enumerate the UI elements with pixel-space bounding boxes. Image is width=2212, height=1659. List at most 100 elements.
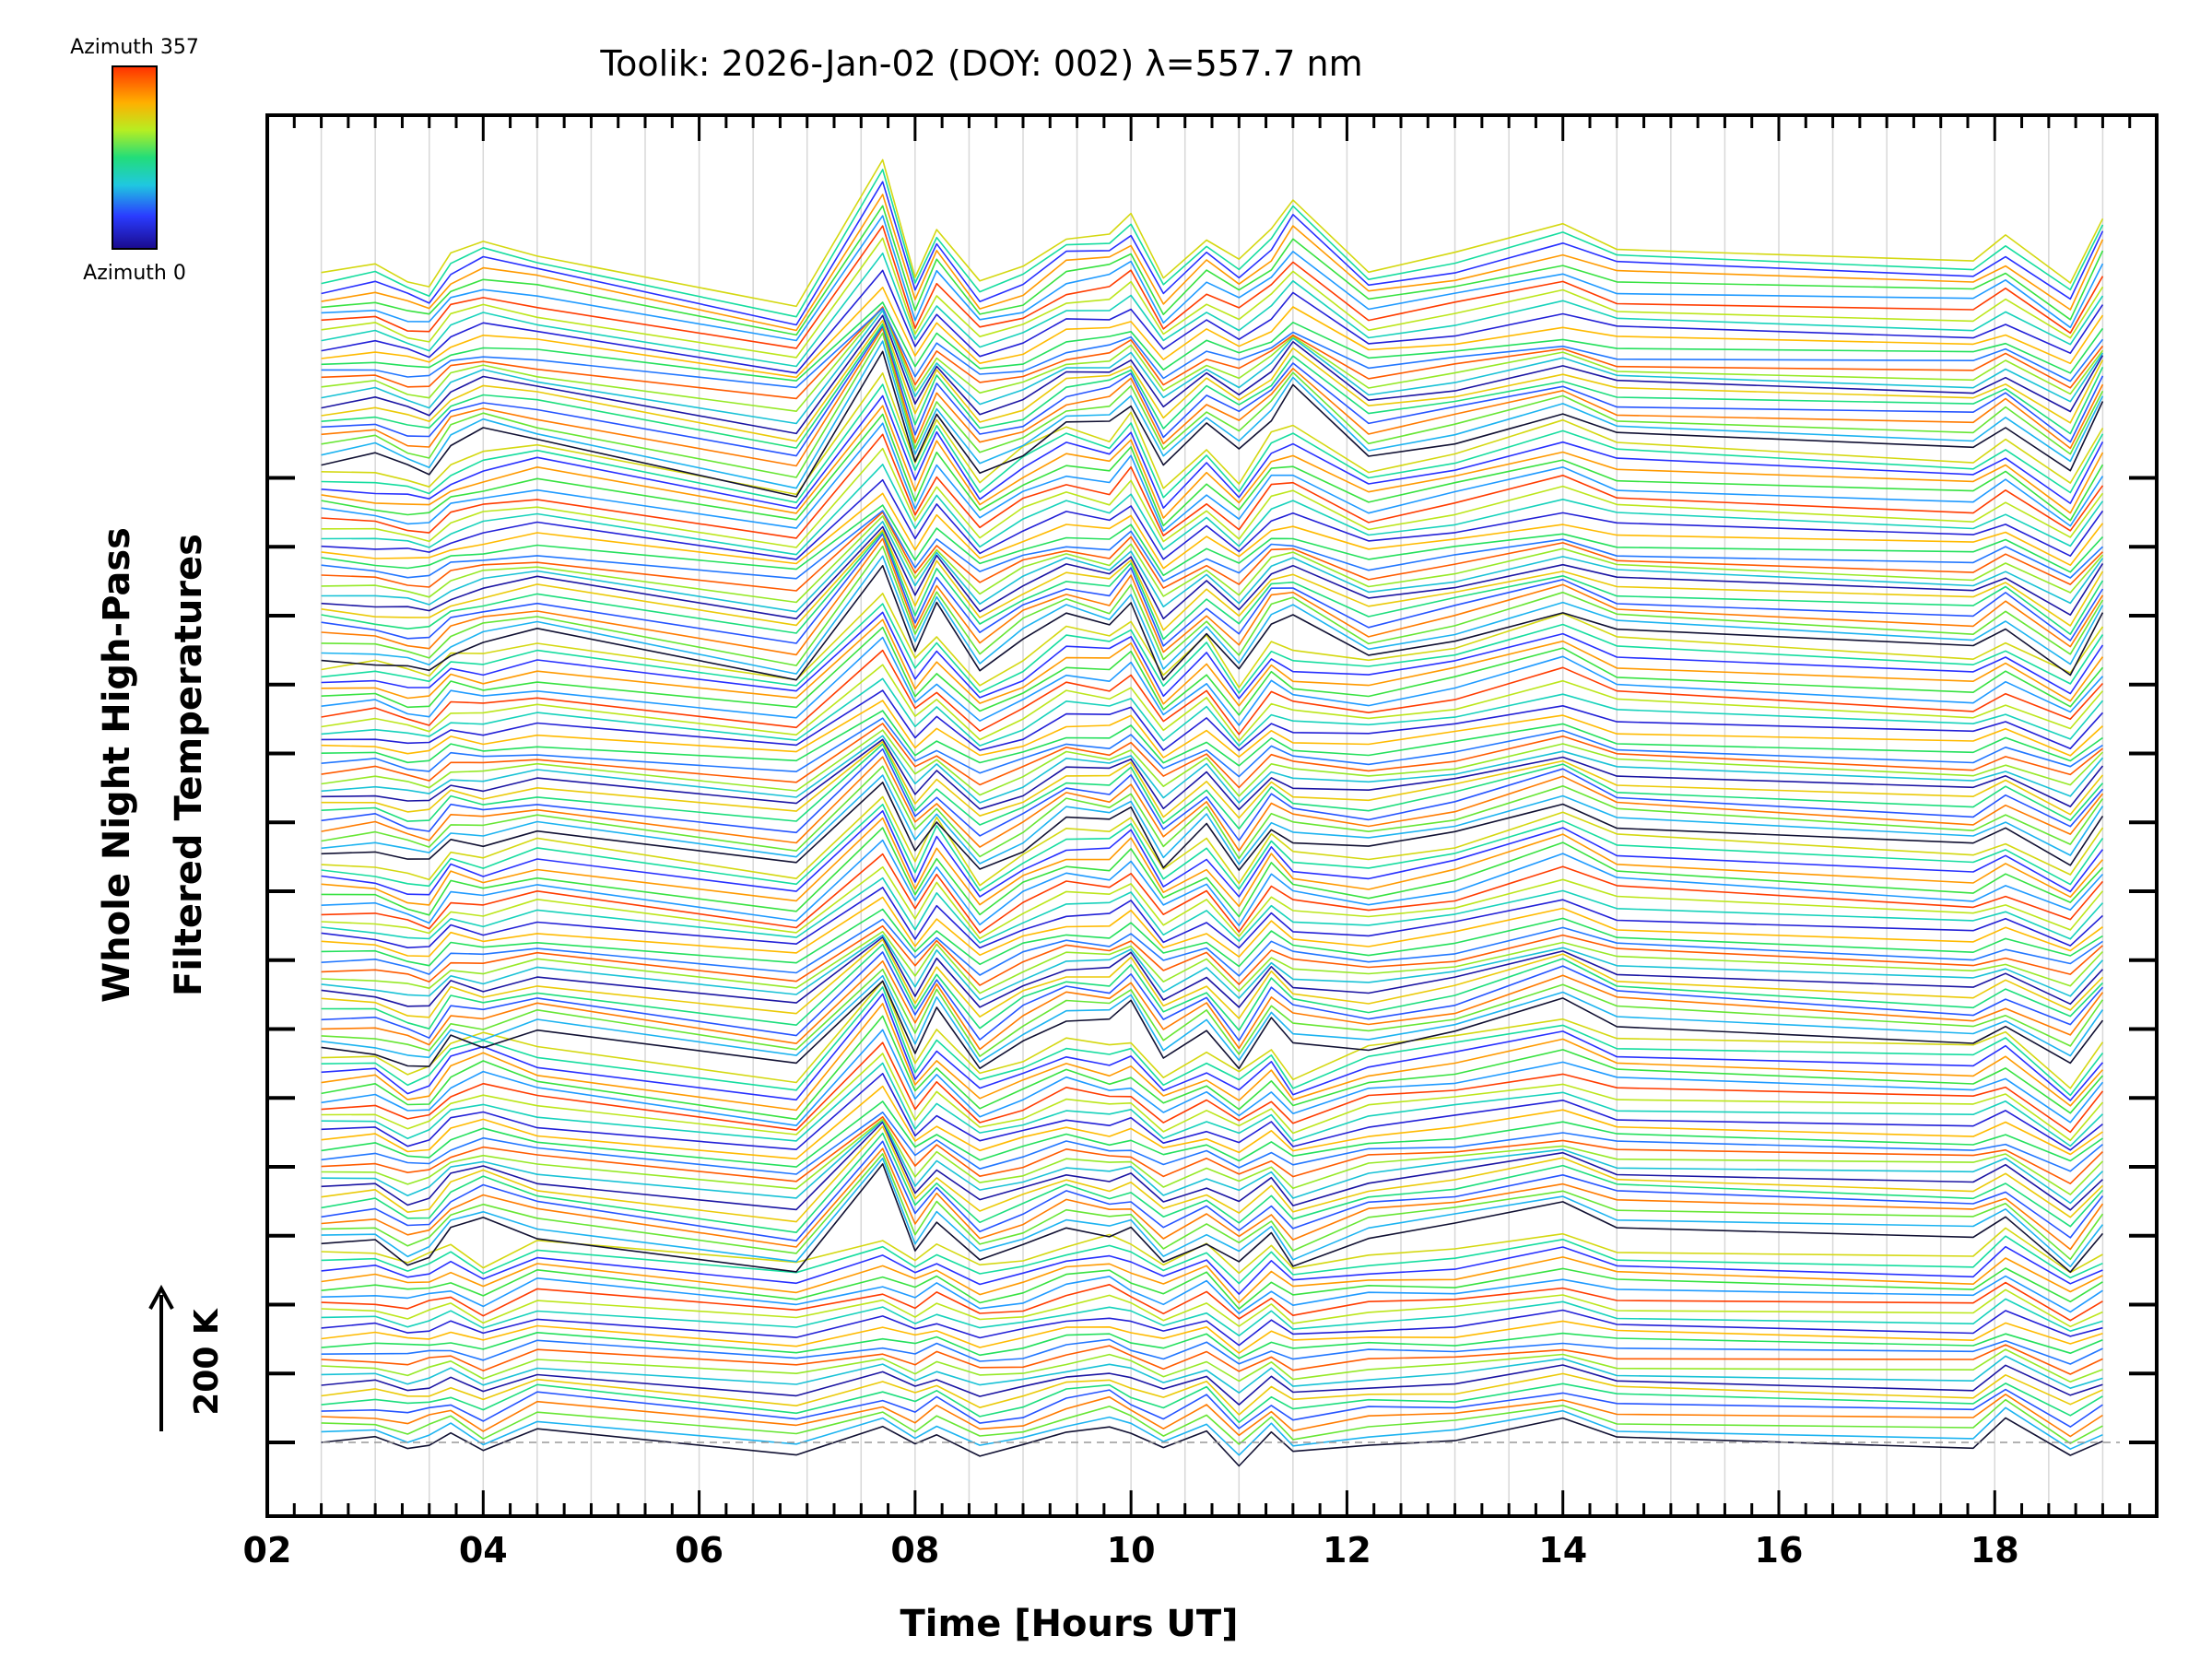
scale-arrow-head (148, 1284, 174, 1310)
series-line (321, 1298, 2103, 1336)
series-line (321, 1227, 2103, 1275)
x-tick-label: 14 (1538, 1530, 1587, 1571)
series-line (321, 301, 2104, 382)
x-tick-label: 04 (459, 1530, 508, 1571)
y-axis-label-line1: Whole Night High-Pass (96, 527, 138, 1003)
series-line (321, 492, 2104, 570)
series-line (321, 960, 2104, 1051)
series-line (321, 252, 2104, 368)
series-line (321, 1153, 2104, 1261)
series-line (321, 405, 2104, 519)
x-axis-label: Time [Hours UT] (900, 1603, 1239, 1645)
series-line (321, 1309, 2103, 1347)
y-axis-ticks (267, 476, 2157, 1444)
series-line (321, 286, 2104, 379)
series-line (321, 1372, 2103, 1416)
series-line (321, 738, 2104, 811)
series-line (321, 1029, 2104, 1126)
series-line (321, 531, 2104, 641)
series-line (321, 1073, 2103, 1151)
series-line (321, 968, 2104, 1057)
series-line (321, 525, 2104, 620)
series-line (321, 1147, 2104, 1251)
series-line (321, 306, 2104, 413)
series-line (321, 935, 2103, 1008)
series-line (321, 974, 2104, 1063)
series-line (321, 1112, 2103, 1175)
series-line (321, 1332, 2103, 1359)
x-tick-label: 08 (890, 1530, 939, 1571)
series-line (321, 529, 2104, 631)
series-line (321, 700, 2103, 759)
series-line (321, 215, 2104, 342)
series-line (321, 774, 2104, 865)
series-line (321, 980, 2104, 1089)
series-line (321, 1394, 2103, 1438)
x-tick-label: 16 (1755, 1530, 1804, 1571)
series-line (321, 533, 2104, 647)
series-line (321, 756, 2104, 852)
series-line (321, 564, 2104, 681)
series-line (321, 332, 2104, 478)
series-line (321, 1041, 2104, 1134)
series-line (321, 1163, 2104, 1273)
scale-bar-label: 200 K (188, 1308, 226, 1416)
series-line (321, 1100, 2103, 1168)
series-line (321, 1256, 2103, 1304)
series-line (321, 1062, 2103, 1147)
series-line (321, 269, 2104, 374)
series-line (321, 306, 2104, 400)
series-line (321, 887, 2103, 949)
series-line (321, 817, 2104, 908)
series-line (321, 413, 2104, 527)
series-line (321, 918, 2103, 977)
series-line (321, 307, 2104, 389)
x-axis-ticks: 02 04 06 08 10 12 14 16 18 (243, 115, 2132, 1571)
series-line (321, 1320, 2103, 1354)
series-line (321, 1132, 2103, 1233)
series-line (321, 1338, 2103, 1365)
series-line (321, 986, 2104, 1097)
series-line (321, 1382, 2103, 1423)
series-line (321, 593, 2104, 688)
series-line (321, 980, 2104, 1070)
x-tick-label: 18 (1971, 1530, 2019, 1571)
x-tick-label: 10 (1107, 1530, 1156, 1571)
x-tick-label: 06 (675, 1530, 724, 1571)
series-line (321, 340, 2104, 489)
series-line (321, 677, 2104, 747)
series-line (321, 934, 2103, 1001)
chart-title: Toolik: 2026-Jan-02 (DOY: 002) λ=557.7 n… (599, 43, 1362, 84)
series-line (321, 1344, 2103, 1375)
series-line (321, 803, 2104, 892)
series-line (321, 521, 2104, 613)
series-line (321, 1003, 2103, 1112)
series-line (321, 323, 2104, 449)
series-layer (321, 159, 2104, 1467)
series-line (321, 515, 2104, 604)
series-line (321, 1245, 2103, 1295)
y-axis-label-line2: Filtered Temperatures (168, 534, 210, 996)
series-line (321, 1140, 2104, 1241)
series-line (321, 611, 2104, 700)
series-line (321, 1119, 2103, 1205)
series-line (321, 740, 2104, 819)
series-line (321, 603, 2104, 694)
series-line (321, 1364, 2103, 1406)
series-line (321, 237, 2104, 359)
series-line (321, 319, 2104, 442)
series-line (321, 765, 2104, 860)
series-line (321, 324, 2104, 457)
series-line (321, 877, 2103, 944)
series-line (321, 1267, 2103, 1310)
series-line (321, 350, 2104, 498)
series-line (321, 930, 2103, 994)
series-line (321, 735, 2104, 804)
series-line (321, 865, 2104, 940)
series-line (321, 1116, 2103, 1184)
colorbar-label-top: Azimuth 357 (70, 36, 199, 59)
series-line (321, 1406, 2103, 1456)
series-line (321, 478, 2104, 560)
series-line (321, 782, 2104, 871)
